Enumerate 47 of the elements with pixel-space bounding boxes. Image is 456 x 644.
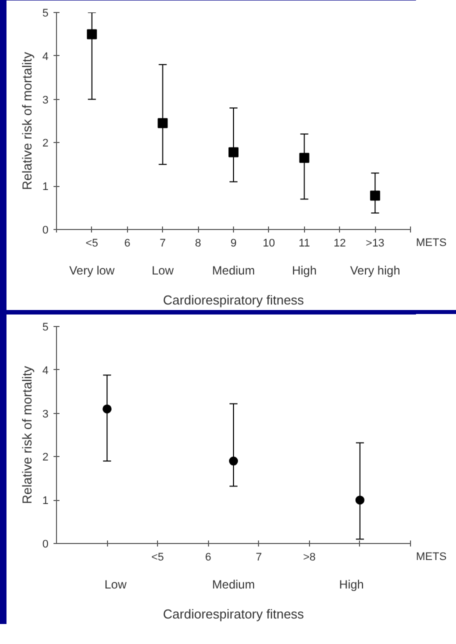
y-axis-title: Relative risk of mortality xyxy=(19,366,34,504)
point xyxy=(228,147,238,158)
text: Very low xyxy=(69,264,115,278)
y-tick-label: 1 xyxy=(42,181,49,194)
point xyxy=(102,404,112,414)
x-tick-label: 12 xyxy=(334,238,346,250)
point xyxy=(229,456,238,466)
y-tick-label: 3 xyxy=(42,408,49,420)
text: METS xyxy=(416,236,447,251)
y-tick-label: 3 xyxy=(42,94,49,106)
point xyxy=(355,496,364,505)
y-tick-label: 2 xyxy=(42,138,49,150)
x-tick-label: >8 xyxy=(303,552,316,564)
y-tick-label: 0 xyxy=(42,538,49,550)
x-tick-label: 8 xyxy=(195,238,202,250)
x-axis-title: Cardiorespiratory fitness xyxy=(163,292,304,308)
point xyxy=(299,152,310,163)
text: High xyxy=(339,578,364,592)
point xyxy=(86,29,97,40)
x-tick-label: 6 xyxy=(205,552,212,564)
y-tick-label: 2 xyxy=(42,452,49,464)
x-tick-label: 7 xyxy=(256,552,262,564)
y-tick-label: 4 xyxy=(42,50,49,63)
text: Medium xyxy=(212,578,255,592)
y-tick-label: 5 xyxy=(42,8,49,20)
text: Medium xyxy=(212,264,255,278)
y-tick-label: 0 xyxy=(42,224,49,236)
x-tick-label: 7 xyxy=(160,238,166,250)
x-tick-label: 10 xyxy=(262,238,276,250)
text: Very high xyxy=(350,264,400,278)
x-tick-label: 6 xyxy=(124,238,130,250)
x-tick-label: 9 xyxy=(230,238,237,250)
y-tick-label: 5 xyxy=(42,322,49,334)
y-tick-label: 1 xyxy=(42,495,49,508)
text: Low xyxy=(104,578,127,592)
text: High xyxy=(292,264,317,278)
point xyxy=(158,118,168,128)
x-axis-title: Cardiorespiratory fitness xyxy=(163,606,304,622)
y-axis-title: Relative risk of mortality xyxy=(19,52,34,190)
text: METS xyxy=(416,550,447,565)
x-tick-label: 11 xyxy=(298,238,310,250)
x-tick-label: >13 xyxy=(366,238,384,250)
x-tick-label: <5 xyxy=(86,238,98,250)
y-tick-label: 4 xyxy=(42,364,49,377)
text: Low xyxy=(152,264,174,278)
point xyxy=(370,190,380,201)
x-tick-label: <5 xyxy=(151,552,164,564)
